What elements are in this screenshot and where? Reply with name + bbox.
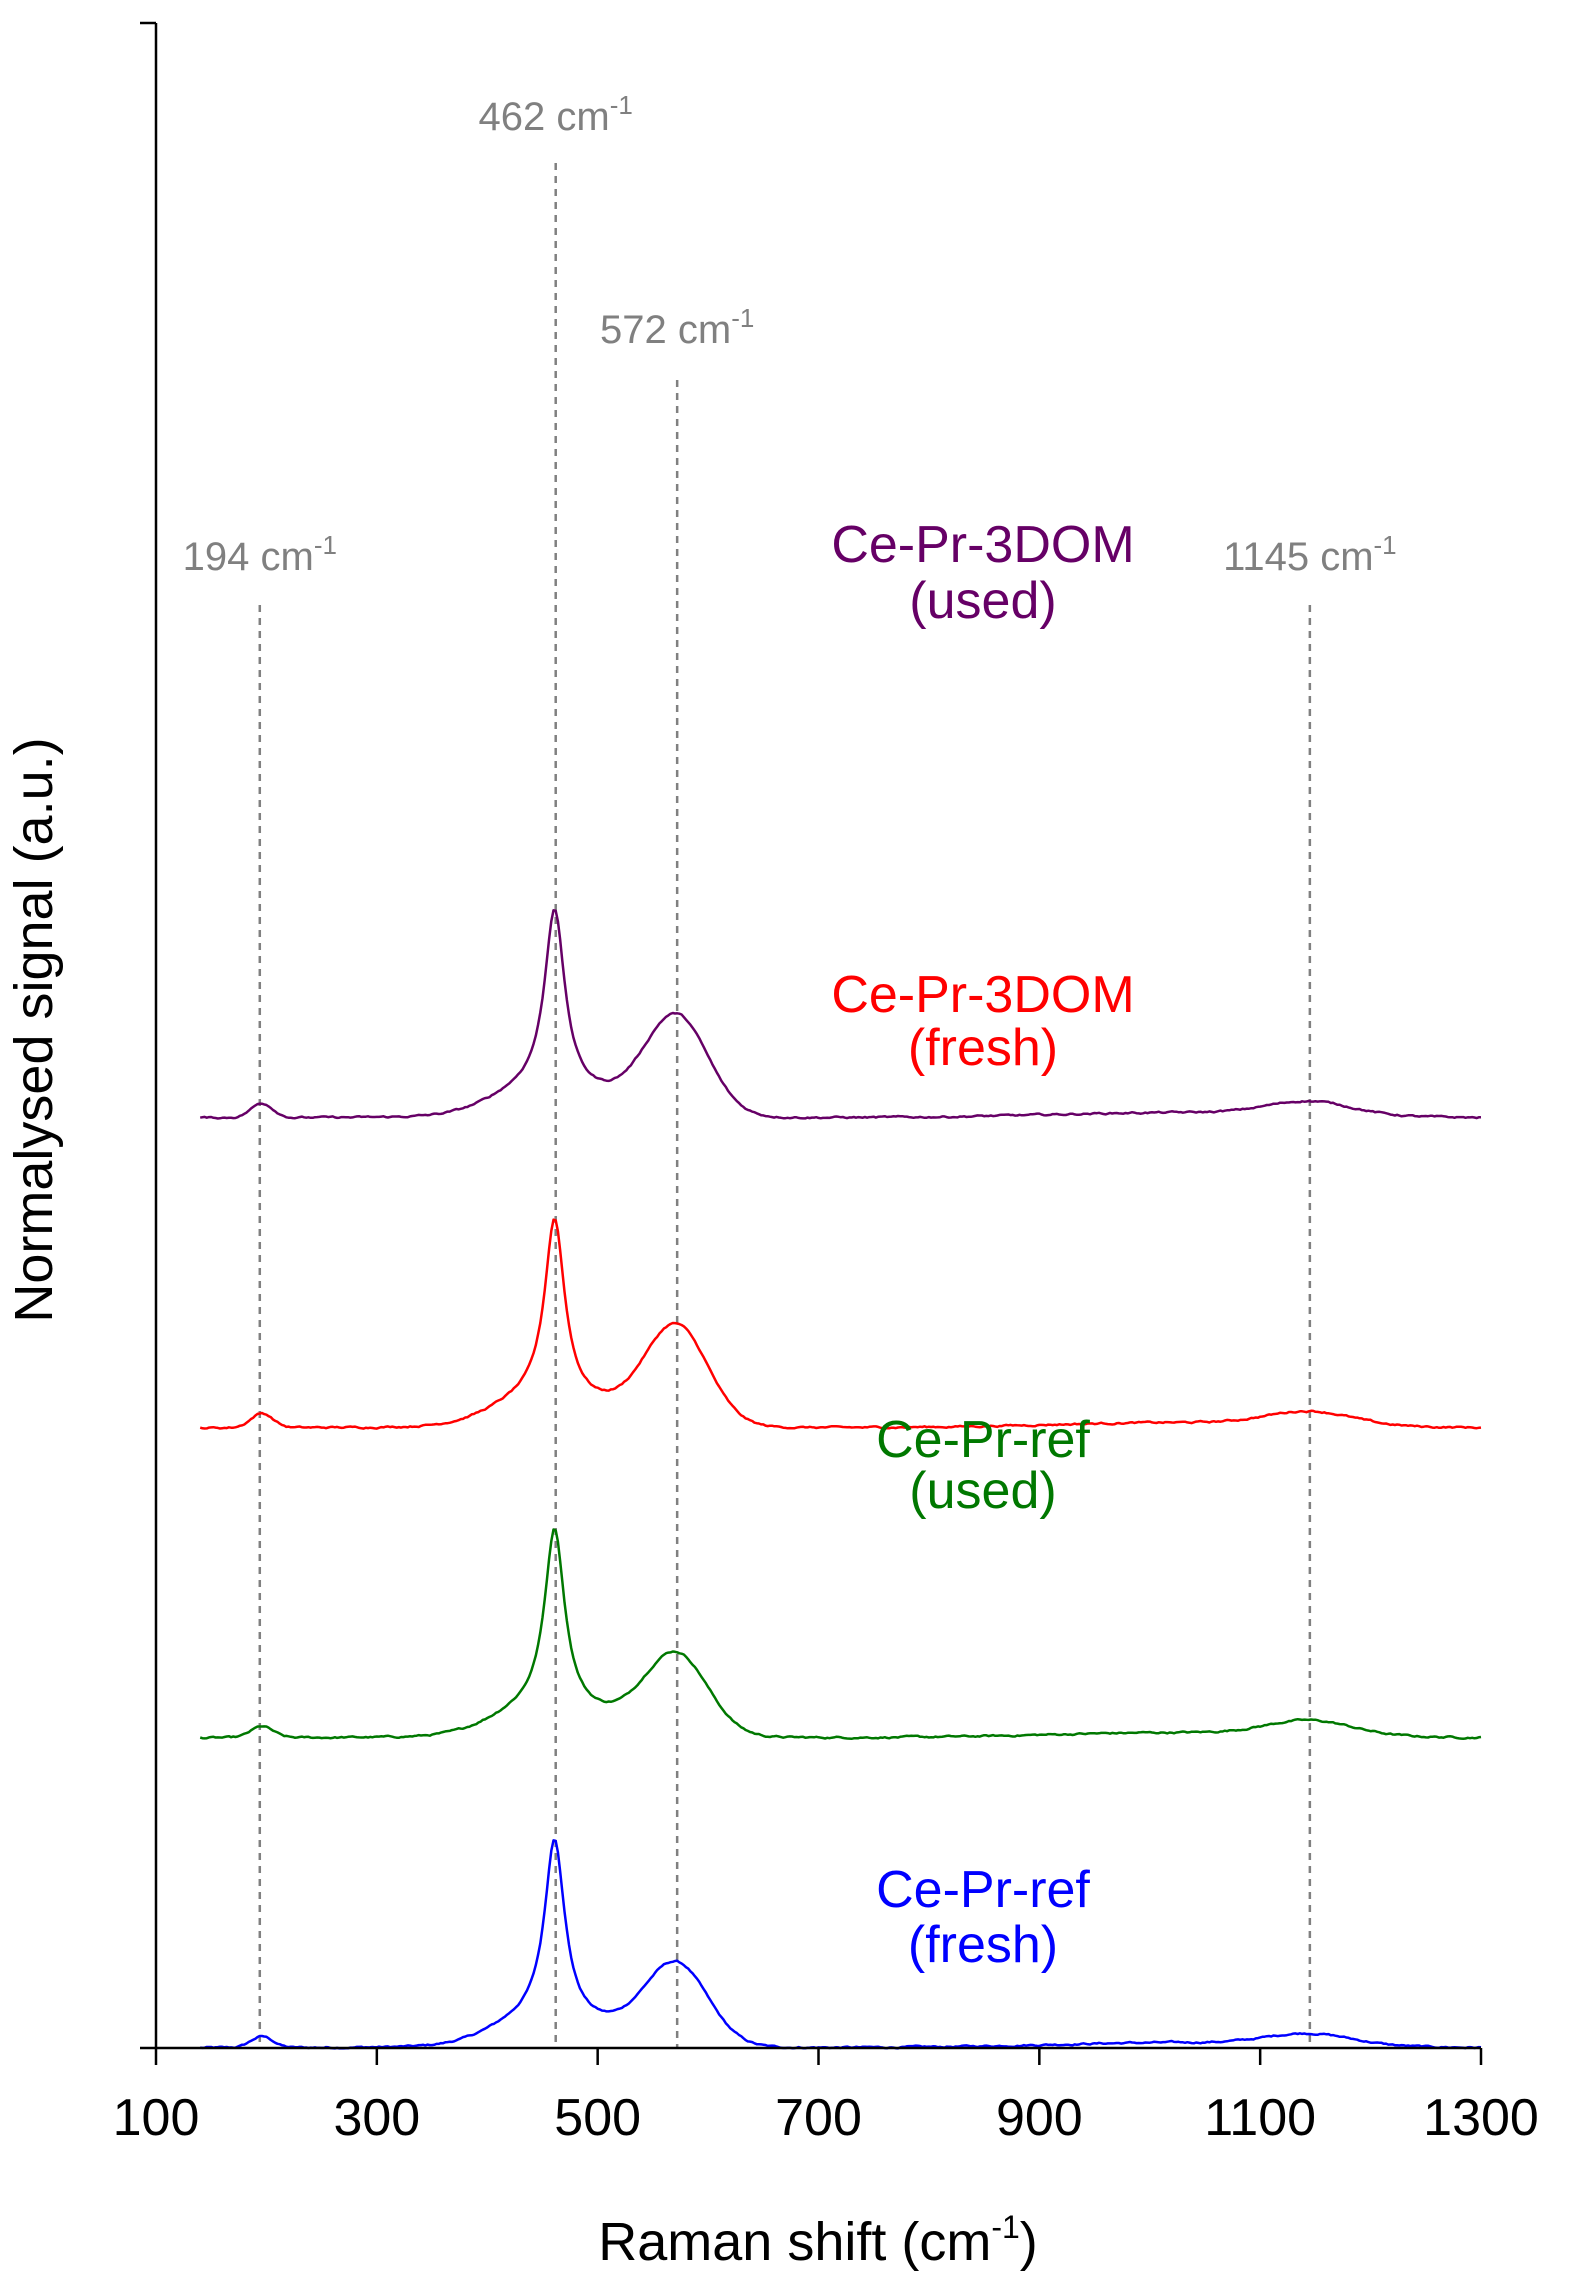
series-label-state-3: (used) (909, 572, 1056, 630)
series-label-name-1: Ce-Pr-ref (876, 1411, 1090, 1469)
x-tick-label-1300: 1300 (1423, 2089, 1539, 2147)
x-ticks: 100 300 500 700 900 1100 1300 (113, 2048, 1539, 2147)
spectra (199, 909, 1482, 2050)
series-labels: Ce-Pr-ref(fresh)Ce-Pr-ref(used)Ce-Pr-3DO… (831, 516, 1134, 1974)
axes (140, 21, 1481, 2050)
series-label-name-3: Ce-Pr-3DOM (831, 516, 1134, 574)
series-label-name-2: Ce-Pr-3DOM (831, 966, 1134, 1024)
y-axis-label: Normalysed signal (a.u.) (4, 737, 64, 1322)
reference-lines: 194 cm-1 462 cm-1 572 cm-1 1145 cm-1 (183, 90, 1397, 2048)
series-label-state-1: (used) (909, 1462, 1056, 1520)
series-line-0 (200, 1839, 1482, 2050)
series-label-state-2: (fresh) (908, 1019, 1058, 1077)
ref-label-194: 194 cm-1 (183, 530, 337, 579)
x-axis-label: Raman shift (cm-1) (598, 2209, 1038, 2272)
series-line-2 (199, 1218, 1482, 1430)
x-tick-label-300: 300 (333, 2089, 420, 2147)
series-label-state-0: (fresh) (908, 1916, 1058, 1974)
x-tick-label-500: 500 (554, 2089, 641, 2147)
x-tick-label-900: 900 (996, 2089, 1083, 2147)
ref-label-1145: 1145 cm-1 (1223, 530, 1397, 579)
x-tick-label-1100: 1100 (1204, 2089, 1316, 2147)
ref-label-462: 462 cm-1 (479, 90, 633, 139)
series-line-3 (199, 909, 1482, 1120)
series-label-name-0: Ce-Pr-ref (876, 1861, 1090, 1919)
ref-label-572: 572 cm-1 (600, 303, 754, 352)
x-tick-label-100: 100 (113, 2089, 200, 2147)
x-tick-label-700: 700 (775, 2089, 862, 2147)
series-line-1 (199, 1528, 1482, 1741)
